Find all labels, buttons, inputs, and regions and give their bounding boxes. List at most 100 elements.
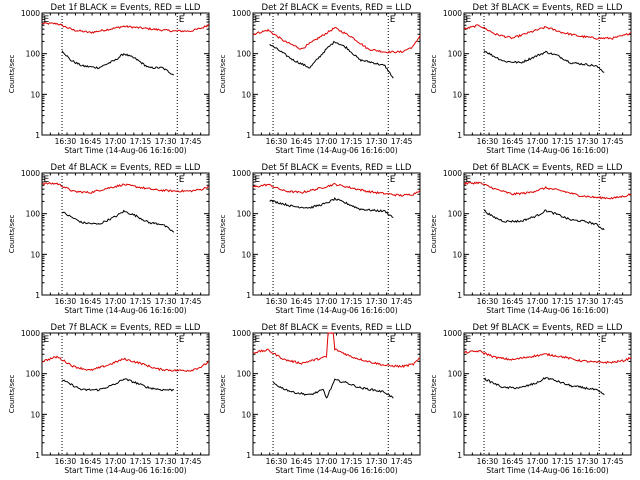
event-marker: E [179,15,185,25]
x-tick-label: 17:00 [316,137,338,146]
event-marker: E [601,335,607,345]
x-axis-label: Start Time (14-Aug-06 16:16:00) [64,466,186,475]
series-lld-line [463,349,632,365]
x-axis-label: Start Time (14-Aug-06 16:16:00) [275,146,397,155]
x-tick-label: 17:45 [180,297,202,306]
y-tick-label: 10 [30,250,40,259]
panel-det-3: Det 3f BLACK = Events, RED = LLD 1 10 100 10… [430,3,632,155]
y-tick-label: 1000 [232,9,251,18]
y-tick-label: 10 [241,250,251,259]
event-marker: E [179,175,185,185]
panel-title: Det 5f BLACK = Events, RED = LLD [262,163,412,173]
y-tick-label: 1 [35,291,40,300]
y-tick-label: 10 [241,410,251,419]
event-marker: E [44,335,50,345]
x-tick-label: 17:00 [105,457,127,466]
y-axis-label: Counts/sec [430,375,438,414]
x-tick-label: 16:45 [80,457,102,466]
x-tick-label: 16:45 [291,137,313,146]
y-tick-label: 1 [457,291,462,300]
x-axis-label: Start Time (14-Aug-06 16:16:00) [275,306,397,315]
series-events-line [269,196,394,219]
panel-title: Det 1f BLACK = Events, RED = LLD [51,3,201,13]
series-lld-line [252,332,420,369]
x-tick-label: 16:30 [266,137,288,146]
y-axis-label: Counts/sec [430,55,438,94]
panel-title: Det 8f BLACK = Events, RED = LLD [262,323,412,333]
series-events-line [483,209,605,231]
panel-det-8: Det 8f BLACK = Events, RED = LLD 1 10 100 10… [219,323,421,475]
panel-title: Det 6f BLACK = Events, RED = LLD [473,163,623,173]
y-tick-label: 10 [241,90,251,99]
y-tick-label: 1000 [21,329,40,338]
series-events-line [483,50,605,73]
panel-det-7: Det 7f BLACK = Events, RED = LLD 1 10 100 10… [8,323,210,475]
event-marker: E [255,175,261,185]
x-tick-label: 17:45 [180,137,202,146]
y-tick-label: 100 [237,370,252,379]
plot-frame [252,332,421,456]
event-marker: E [179,335,185,345]
panel-det-5: Det 5f BLACK = Events, RED = LLD 1 10 100 10… [219,163,421,315]
y-tick-label: 1000 [443,329,462,338]
panel-det-4: Det 4f BLACK = Events, RED = LLD 1 10 100 10… [8,163,210,315]
plot-frame [41,332,210,456]
plot-frame [463,12,632,136]
x-tick-label: 16:30 [477,137,499,146]
series-events-line [483,377,605,396]
y-axis-label: Counts/sec [430,215,438,254]
y-tick-label: 1 [246,291,251,300]
x-axis-label: Start Time (14-Aug-06 16:16:00) [486,146,608,155]
y-axis-label: Counts/sec [8,375,16,414]
y-tick-label: 100 [26,370,41,379]
x-tick-label: 16:30 [55,457,77,466]
y-tick-label: 10 [30,90,40,99]
x-tick-label: 17:30 [155,457,177,466]
x-tick-label: 17:15 [341,137,363,146]
x-tick-label: 17:15 [552,137,574,146]
series-lld-line [41,355,210,372]
x-tick-label: 16:45 [502,137,524,146]
y-tick-label: 1 [457,451,462,460]
x-tick-label: 17:15 [552,457,574,466]
y-tick-label: 1000 [232,329,251,338]
event-marker: E [390,335,396,345]
y-tick-label: 1000 [232,169,251,178]
x-tick-label: 17:30 [577,137,599,146]
series-events-line [272,378,394,399]
x-axis-label: Start Time (14-Aug-06 16:16:00) [64,146,186,155]
x-tick-label: 16:30 [477,457,499,466]
x-tick-label: 17:15 [130,457,152,466]
y-axis-label: Counts/sec [219,55,227,94]
x-tick-label: 16:30 [266,457,288,466]
event-marker: E [44,175,50,185]
x-tick-label: 17:45 [180,457,202,466]
x-tick-label: 17:00 [316,457,338,466]
x-axis-label: Start Time (14-Aug-06 16:16:00) [486,306,608,315]
series-lld-line [41,22,210,34]
x-tick-label: 17:30 [366,457,388,466]
panel-title: Det 9f BLACK = Events, RED = LLD [473,323,623,333]
x-tick-label: 17:45 [391,297,413,306]
panel-det-6: Det 6f BLACK = Events, RED = LLD 1 10 100 10… [430,163,632,315]
series-lld-line [41,181,210,194]
x-tick-label: 17:45 [602,137,624,146]
y-tick-label: 10 [452,250,462,259]
x-tick-label: 17:45 [602,457,624,466]
plot-frame [463,172,632,296]
series-events-line [61,209,175,233]
y-tick-label: 100 [448,370,463,379]
series-events-line [269,40,394,79]
series-lld-line [463,24,632,40]
x-tick-label: 16:45 [80,137,102,146]
x-tick-label: 16:30 [266,297,288,306]
panel-det-2: Det 2f BLACK = Events, RED = LLD 1 10 100 10… [219,3,421,155]
event-marker: E [255,335,261,345]
x-tick-label: 17:30 [577,457,599,466]
series-events-line [61,50,175,76]
y-tick-label: 1 [457,131,462,140]
x-axis-label: Start Time (14-Aug-06 16:16:00) [275,466,397,475]
x-tick-label: 17:00 [527,137,549,146]
event-marker: E [466,15,472,25]
x-tick-label: 16:30 [55,137,77,146]
